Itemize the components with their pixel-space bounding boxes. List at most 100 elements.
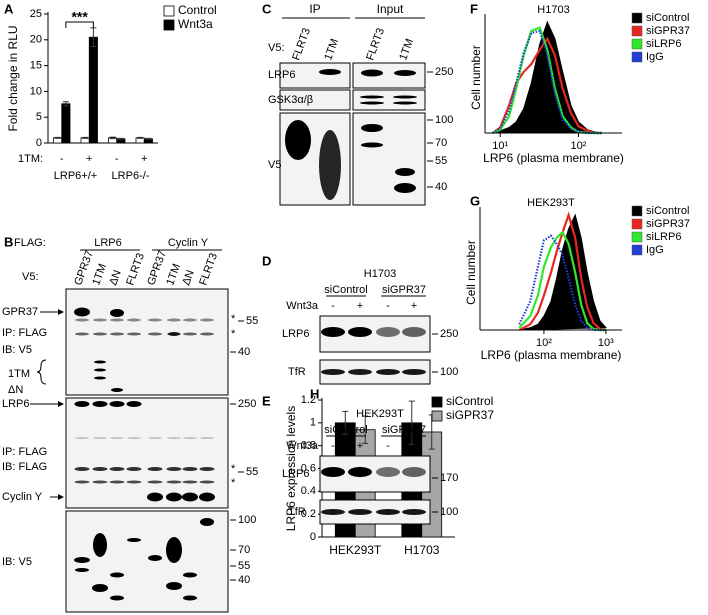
- legend-swatch: [163, 5, 175, 17]
- legend-swatch: [631, 244, 643, 256]
- size-marker: 100: [440, 506, 458, 518]
- legend-label: IgG: [646, 51, 664, 63]
- band: [199, 467, 215, 471]
- x-tick-label: H1703: [404, 543, 440, 557]
- error-bar: [54, 136, 61, 139]
- x-tick-label: HEK293T: [329, 543, 382, 557]
- arrowhead: [58, 401, 64, 407]
- legend-swatch: [631, 51, 643, 63]
- band: [200, 518, 214, 526]
- treatment-sign: -: [386, 440, 390, 452]
- x-tick-label: -: [60, 153, 64, 165]
- y-tick-label: 0: [36, 137, 42, 149]
- lane-label: FLRT3: [197, 252, 220, 288]
- band: [93, 318, 107, 322]
- band: [321, 467, 345, 477]
- histogram-curve: [518, 230, 606, 332]
- band: [110, 309, 124, 317]
- band: [166, 480, 182, 484]
- row-heading: V5:: [22, 271, 39, 283]
- group-heading: LRP6: [94, 237, 122, 249]
- size-marker: 55: [246, 315, 258, 327]
- band: [376, 369, 400, 375]
- band: [74, 557, 90, 563]
- band: [94, 360, 106, 364]
- treatment-label: Wnt3a: [286, 300, 319, 312]
- bar: [88, 36, 98, 144]
- band: [348, 327, 372, 337]
- x-axis-label: LRP6 (plasma membrane): [481, 348, 622, 362]
- band: [376, 327, 400, 337]
- band: [75, 318, 89, 322]
- blot: [352, 89, 426, 111]
- x-tick-label: 10²: [570, 140, 586, 152]
- y-tick-label: 25: [30, 8, 42, 20]
- y-axis-label: Cell number: [469, 45, 483, 110]
- row-label: LRP6: [282, 328, 310, 340]
- band: [93, 437, 107, 439]
- band: [111, 388, 123, 392]
- panel-label: G: [470, 193, 480, 208]
- significance-bracket: [65, 21, 94, 28]
- row-heading: V5:: [268, 42, 285, 54]
- band: [148, 437, 162, 439]
- error-bar: [362, 415, 369, 444]
- asterisk: *: [231, 463, 236, 475]
- band: [183, 595, 197, 601]
- asterisk: *: [231, 313, 236, 325]
- row-label: ΔN: [8, 384, 23, 396]
- band: [183, 437, 197, 439]
- error-bar: [109, 136, 116, 140]
- legend-swatch: [631, 218, 643, 230]
- chart-title: HEK293T: [527, 197, 575, 209]
- blot: [65, 397, 229, 509]
- legend-swatch: [431, 410, 443, 422]
- band: [402, 369, 426, 375]
- y-tick-label: 0.2: [301, 508, 316, 520]
- band: [361, 69, 383, 77]
- group-label: LRP6+/+: [54, 170, 97, 182]
- band: [200, 332, 214, 336]
- error-bar: [82, 136, 89, 139]
- treatment-sign: -: [331, 440, 335, 452]
- y-tick-label: 15: [30, 60, 42, 72]
- band: [94, 368, 106, 372]
- error-bar: [62, 101, 69, 107]
- legend-label: siControl: [446, 394, 493, 408]
- band: [92, 401, 108, 407]
- treatment-sign: -: [386, 300, 390, 312]
- row-label: 1TM: [8, 368, 30, 380]
- band: [75, 437, 89, 439]
- band: [127, 538, 141, 542]
- band: [74, 480, 90, 484]
- band: [110, 572, 124, 578]
- panel-label: D: [262, 253, 271, 268]
- band: [166, 537, 182, 563]
- row-label: LRP6: [282, 468, 310, 480]
- legend-swatch: [631, 231, 643, 243]
- legend-swatch: [431, 396, 443, 408]
- error-bar: [145, 137, 152, 140]
- band: [126, 467, 142, 471]
- row-label: LRP6: [2, 398, 30, 410]
- legend-label: Control: [178, 3, 217, 17]
- band: [395, 168, 415, 176]
- band: [182, 467, 198, 471]
- band: [348, 509, 372, 515]
- size-marker: 70: [435, 137, 447, 149]
- y-tick-label: 5: [36, 111, 42, 123]
- band: [166, 467, 182, 471]
- band: [200, 437, 214, 439]
- band: [74, 401, 90, 407]
- lane-label: FLRT3: [124, 252, 147, 288]
- band: [148, 555, 162, 561]
- band: [321, 327, 345, 337]
- error-bar: [117, 137, 124, 140]
- blot: [279, 62, 351, 89]
- legend-label: IgG: [646, 244, 664, 256]
- band: [183, 572, 197, 578]
- legend-swatch: [163, 19, 175, 31]
- size-marker: 55: [246, 466, 258, 478]
- band: [183, 332, 197, 336]
